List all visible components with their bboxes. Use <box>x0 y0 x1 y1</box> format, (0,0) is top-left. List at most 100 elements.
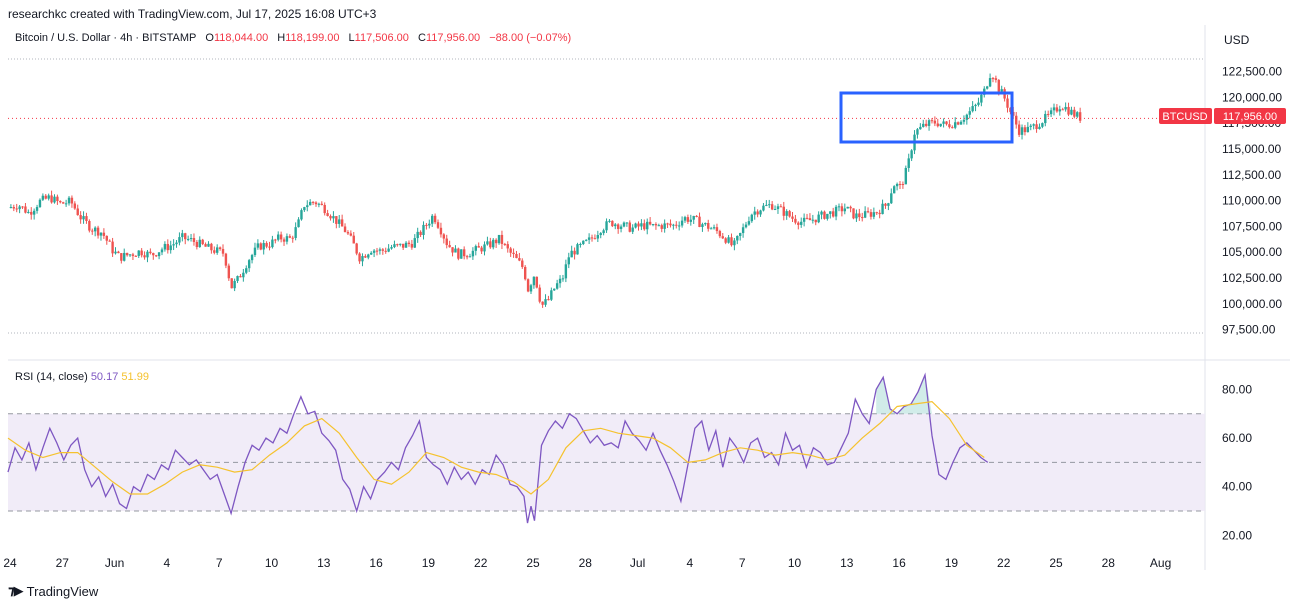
currency-button[interactable]: USD <box>1224 33 1250 47</box>
candle-body <box>221 248 225 254</box>
candle-body <box>805 217 809 219</box>
candle-body <box>561 278 565 280</box>
candle-body <box>364 256 367 258</box>
candle-body <box>849 206 852 209</box>
candle-body <box>570 250 573 258</box>
time-tick-label: 10 <box>265 556 279 570</box>
price-tick-label: 107,500.00 <box>1222 219 1282 233</box>
candle-body <box>367 254 370 258</box>
candle-body <box>770 204 774 210</box>
candle-body <box>320 203 323 205</box>
last-price-tag: BTCUSD 117,956.00 <box>1159 108 1286 124</box>
candle-body <box>826 213 829 219</box>
candle-body <box>686 217 690 222</box>
candle-body <box>840 206 844 212</box>
candle-body <box>637 223 640 227</box>
candle-body <box>675 224 678 226</box>
time-tick-label: 19 <box>945 556 959 570</box>
candle-body <box>535 276 539 288</box>
consolidation-box[interactable] <box>839 91 1014 144</box>
candle-body <box>291 237 294 239</box>
candle-body <box>924 123 928 126</box>
candle-body <box>788 211 791 217</box>
candle-body <box>910 150 913 159</box>
candle-body <box>233 280 236 289</box>
candle-body <box>125 252 129 256</box>
candle-body <box>242 272 245 278</box>
rsi-title: RSI (14, close) <box>15 371 88 383</box>
candle-body <box>169 245 172 251</box>
candle-body <box>980 94 983 103</box>
candle-body <box>462 249 466 257</box>
candle-body <box>53 196 56 203</box>
candle-body <box>971 106 974 112</box>
candle-body <box>930 120 934 122</box>
candle-body <box>916 129 919 135</box>
candle-body <box>439 227 443 235</box>
candle-body <box>213 250 216 253</box>
candle-body <box>846 206 849 209</box>
candle-body <box>977 102 980 105</box>
candle-body <box>797 222 800 225</box>
candle-body <box>573 250 576 255</box>
candle-body <box>192 238 196 242</box>
candle-body <box>596 235 600 239</box>
candle-body <box>338 219 341 224</box>
candle-body <box>730 237 733 246</box>
candle-body <box>352 235 355 244</box>
candle-body <box>529 285 533 292</box>
low-label: L <box>348 32 355 44</box>
candle-body <box>985 86 989 89</box>
candle-body <box>218 247 222 249</box>
candle-body <box>829 211 832 214</box>
candle-body <box>762 205 765 211</box>
candle-body <box>1073 109 1076 117</box>
candle-body <box>492 239 495 248</box>
candle-body <box>294 227 297 238</box>
candle-body <box>157 252 161 257</box>
candle-body <box>736 235 739 241</box>
rsi-tick-label: 60.00 <box>1222 431 1252 445</box>
tradingview-logo-icon: ⁊▶ <box>8 583 24 598</box>
candle-body <box>1064 106 1067 110</box>
candle-body <box>515 254 518 259</box>
candle-body <box>143 255 146 258</box>
candle-body <box>898 183 902 185</box>
candle-body <box>64 203 68 205</box>
candle-body <box>117 251 120 254</box>
candle-body <box>959 121 963 125</box>
candle-body <box>59 201 62 203</box>
candle-body <box>401 243 405 248</box>
candle-body <box>12 207 16 209</box>
candle-body <box>91 230 94 232</box>
candle-body <box>1009 107 1012 112</box>
candle-body <box>349 233 353 236</box>
candle-body <box>451 247 454 253</box>
candle-body <box>677 225 681 227</box>
candle-body <box>852 208 855 219</box>
candle-body <box>73 203 77 209</box>
candle-body <box>1026 126 1030 133</box>
candle-body <box>800 221 803 225</box>
candle-body <box>186 238 190 240</box>
candle-body <box>962 119 966 122</box>
candle-body <box>628 222 631 232</box>
candle-body <box>878 212 881 215</box>
candle-body <box>782 206 785 216</box>
candle-body <box>247 260 251 269</box>
candle-body <box>422 224 425 236</box>
candle-body <box>314 202 318 205</box>
candle-body <box>396 244 399 246</box>
candle-body <box>890 193 893 204</box>
candle-body <box>1038 126 1041 129</box>
candle-body <box>32 210 36 215</box>
candle-body <box>765 204 768 206</box>
candle-body <box>550 290 553 300</box>
candle-body <box>224 253 228 266</box>
time-tick-label: 27 <box>56 556 70 570</box>
symbol-title: Bitcoin / U.S. Dollar · 4h · BITSTAMP <box>15 32 197 44</box>
candle-body <box>672 224 675 226</box>
candle-body <box>474 246 477 251</box>
candle-body <box>1067 106 1070 115</box>
